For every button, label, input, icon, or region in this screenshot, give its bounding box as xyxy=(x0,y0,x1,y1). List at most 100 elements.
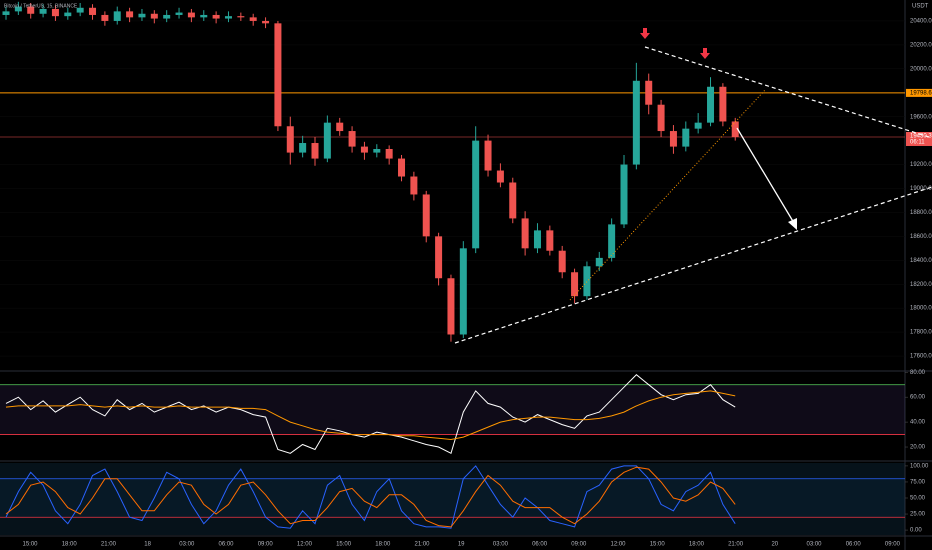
down-marker xyxy=(640,28,650,39)
x-tick-label: 21:00 xyxy=(101,542,117,548)
countdown-label: 06:11 xyxy=(910,140,925,146)
stoch-band-fill xyxy=(0,478,905,518)
candle-body xyxy=(558,250,566,273)
candle-body xyxy=(14,6,22,12)
candle-body xyxy=(39,8,47,14)
resistance-trendline xyxy=(644,46,932,139)
candle-body xyxy=(64,12,72,17)
candle-body xyxy=(620,164,628,225)
candle-body xyxy=(163,14,171,19)
candle-body xyxy=(707,86,715,123)
candle-body xyxy=(150,13,158,19)
chart-title: Bitcoin / TetherUS, 15, BINANCE xyxy=(4,3,78,9)
projection-arrow xyxy=(736,127,795,224)
level-label-box xyxy=(906,88,932,97)
candle-body xyxy=(484,140,492,171)
candle-body xyxy=(472,140,480,249)
candle-body xyxy=(262,20,270,24)
candle-body xyxy=(385,148,393,159)
x-tick-label: 09:00 xyxy=(258,542,274,548)
candle-body xyxy=(583,266,591,297)
x-tick-label: 18:00 xyxy=(375,542,391,548)
candle-body xyxy=(608,224,616,258)
x-tick-label: 12:00 xyxy=(610,542,626,548)
candle-body xyxy=(138,13,146,18)
candle-body xyxy=(360,146,368,153)
down-marker xyxy=(700,48,710,59)
candle-body xyxy=(546,230,554,251)
candle-body xyxy=(435,236,443,279)
candle-body xyxy=(323,122,331,159)
candle-body xyxy=(200,14,208,18)
candle-body xyxy=(657,104,665,132)
candle-body xyxy=(175,12,183,15)
x-tick-label: 18:00 xyxy=(62,542,78,548)
x-tick-label: 19 xyxy=(458,542,465,548)
y-tick-label: 18800.00 xyxy=(910,210,932,216)
rsi-band-fill xyxy=(0,384,905,435)
currency-label: USDT xyxy=(912,4,929,10)
x-tick-label: 06:00 xyxy=(218,542,234,548)
candle-body xyxy=(521,218,529,249)
candle-body xyxy=(27,6,35,14)
candle-body xyxy=(187,12,195,18)
level-label: 19798.68 xyxy=(910,90,932,96)
candle-body xyxy=(299,143,307,153)
candle-body xyxy=(719,86,727,122)
candle-body xyxy=(89,7,97,15)
candle-body xyxy=(224,16,232,19)
candle-body xyxy=(669,131,677,147)
x-tick-label: 18 xyxy=(144,542,151,548)
y-tick-label: 17800.00 xyxy=(910,330,932,336)
y-tick-label: 50.00 xyxy=(910,496,926,502)
x-tick-label: 03:00 xyxy=(179,542,195,548)
candle-body xyxy=(2,11,10,15)
candle-body xyxy=(731,121,739,138)
y-tick-label: 40.00 xyxy=(910,420,926,426)
candle-body xyxy=(422,194,430,237)
candle-body xyxy=(126,11,134,18)
y-tick-label: 18200.00 xyxy=(910,282,932,288)
stoch-line xyxy=(5,465,736,529)
y-tick-label: 19200.00 xyxy=(910,162,932,168)
x-tick-label: 15:00 xyxy=(336,542,352,548)
x-tick-label: 09:00 xyxy=(885,542,901,548)
y-tick-label: 19000.00 xyxy=(910,186,932,192)
candle-body xyxy=(237,16,245,18)
y-tick-label: 25.00 xyxy=(910,512,926,518)
x-tick-label: 12:00 xyxy=(297,542,313,548)
candle-body xyxy=(398,158,406,177)
y-tick-label: 100.00 xyxy=(910,464,929,470)
candle-body xyxy=(496,170,504,183)
x-tick-label: 03:00 xyxy=(806,542,822,548)
candle-body xyxy=(682,128,690,147)
x-tick-label: 06:00 xyxy=(846,542,862,548)
candle-body xyxy=(410,176,418,195)
y-tick-label: 20200.00 xyxy=(910,42,932,48)
y-tick-label: 0.00 xyxy=(910,528,922,534)
y-tick-label: 75.00 xyxy=(910,480,926,486)
candle-body xyxy=(113,11,121,21)
candle-body xyxy=(694,122,702,129)
candle-body xyxy=(533,230,541,249)
y-tick-label: 19600.00 xyxy=(910,114,932,120)
y-tick-label: 18000.00 xyxy=(910,306,932,312)
candle-body xyxy=(212,14,220,19)
y-tick-label: 17600.00 xyxy=(910,354,932,360)
x-tick-label: 20 xyxy=(771,542,778,548)
candle-body xyxy=(373,148,381,153)
x-tick-label: 06:00 xyxy=(532,542,548,548)
candle-body xyxy=(101,14,109,21)
candle-body xyxy=(459,248,467,335)
rsi-pane xyxy=(0,373,905,459)
y-tick-label: 20000.00 xyxy=(910,66,932,72)
y-tick-label: 18600.00 xyxy=(910,234,932,240)
candle-body xyxy=(348,131,356,147)
y-tick-label: 20.00 xyxy=(910,445,926,451)
x-tick-label: 03:00 xyxy=(493,542,509,548)
candle-body xyxy=(447,278,455,335)
candle-body xyxy=(274,23,282,127)
x-tick-label: 15:00 xyxy=(22,542,38,548)
